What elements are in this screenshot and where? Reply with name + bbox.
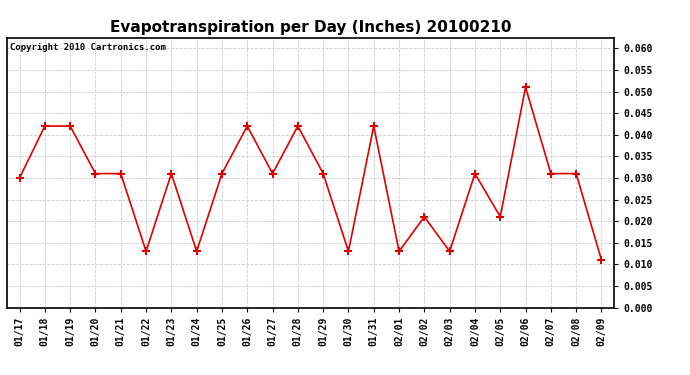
Text: Copyright 2010 Cartronics.com: Copyright 2010 Cartronics.com [10, 43, 166, 52]
Title: Evapotranspiration per Day (Inches) 20100210: Evapotranspiration per Day (Inches) 2010… [110, 20, 511, 35]
